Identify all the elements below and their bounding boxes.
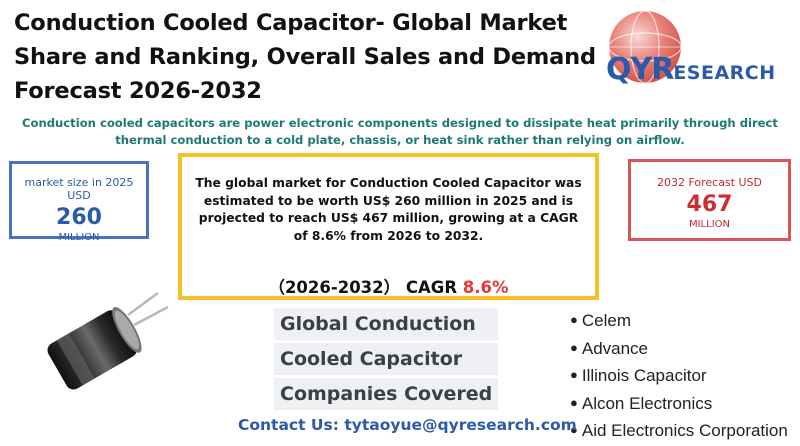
forecast-value: 467: [686, 192, 733, 217]
list-item: ● Aid Electronics Corporation: [570, 421, 788, 440]
cagr-value: 8.6%: [462, 278, 509, 297]
companies-heading-line: Companies Covered: [274, 378, 499, 410]
market-size-box: market size in 2025 USD 260 MILLION: [9, 161, 149, 243]
market-size-unit: MILLION: [58, 232, 100, 243]
companies-heading: Global Conduction Cooled Capacitor Compa…: [274, 308, 499, 413]
market-size-value: 260: [56, 205, 102, 230]
summary-text: The global market for Conduction Cooled …: [195, 176, 582, 243]
contact-email-link[interactable]: Contact Us: tytaoyue@qyresearch.com: [238, 416, 577, 434]
summary-box: The global market for Conduction Cooled …: [178, 153, 599, 300]
logo-esearch: ESEARCH: [673, 62, 776, 84]
qyresearch-logo: QYRESEARCH: [598, 8, 794, 100]
list-item: ● Celem: [570, 311, 631, 330]
globe-icon: [608, 10, 682, 84]
companies-heading-line: Cooled Capacitor: [274, 343, 499, 375]
companies-heading-line: Global Conduction: [274, 308, 499, 340]
cagr-line: （2026-2032） CAGR 8.6%: [182, 274, 595, 298]
logo-wordmark: QYRESEARCH: [606, 52, 776, 87]
company-name: Advance: [581, 338, 649, 358]
product-description: Conduction cooled capacitors are power e…: [22, 116, 778, 147]
company-name: Celem: [581, 311, 631, 330]
companies-list: ● Celem ● Advance ● Illinois Capacitor ● Alc…: [570, 307, 788, 445]
list-item: ● Advance: [570, 338, 649, 358]
forecast-label: 2032 Forecast USD: [656, 176, 763, 189]
capacitor-image: [47, 291, 169, 390]
market-size-label: market size in 2025 USD: [24, 176, 134, 202]
forecast-unit: MILLION: [688, 219, 731, 230]
cagr-prefix: （2026-2032） CAGR: [268, 278, 463, 297]
page-title: Conduction Cooled Capacitor- Global Mark…: [14, 10, 596, 104]
forecast-box: 2032 Forecast USD 467 MILLION: [628, 159, 791, 241]
list-item: ● Alcon Electronics: [570, 393, 713, 413]
list-item: ● Illinois Capacitor: [570, 366, 707, 385]
company-name: Aid Electronics Corporation: [581, 421, 788, 440]
logo-qyr: QYR: [606, 52, 674, 87]
company-name: Illinois Capacitor: [581, 366, 707, 385]
company-name: Alcon Electronics: [581, 393, 713, 413]
